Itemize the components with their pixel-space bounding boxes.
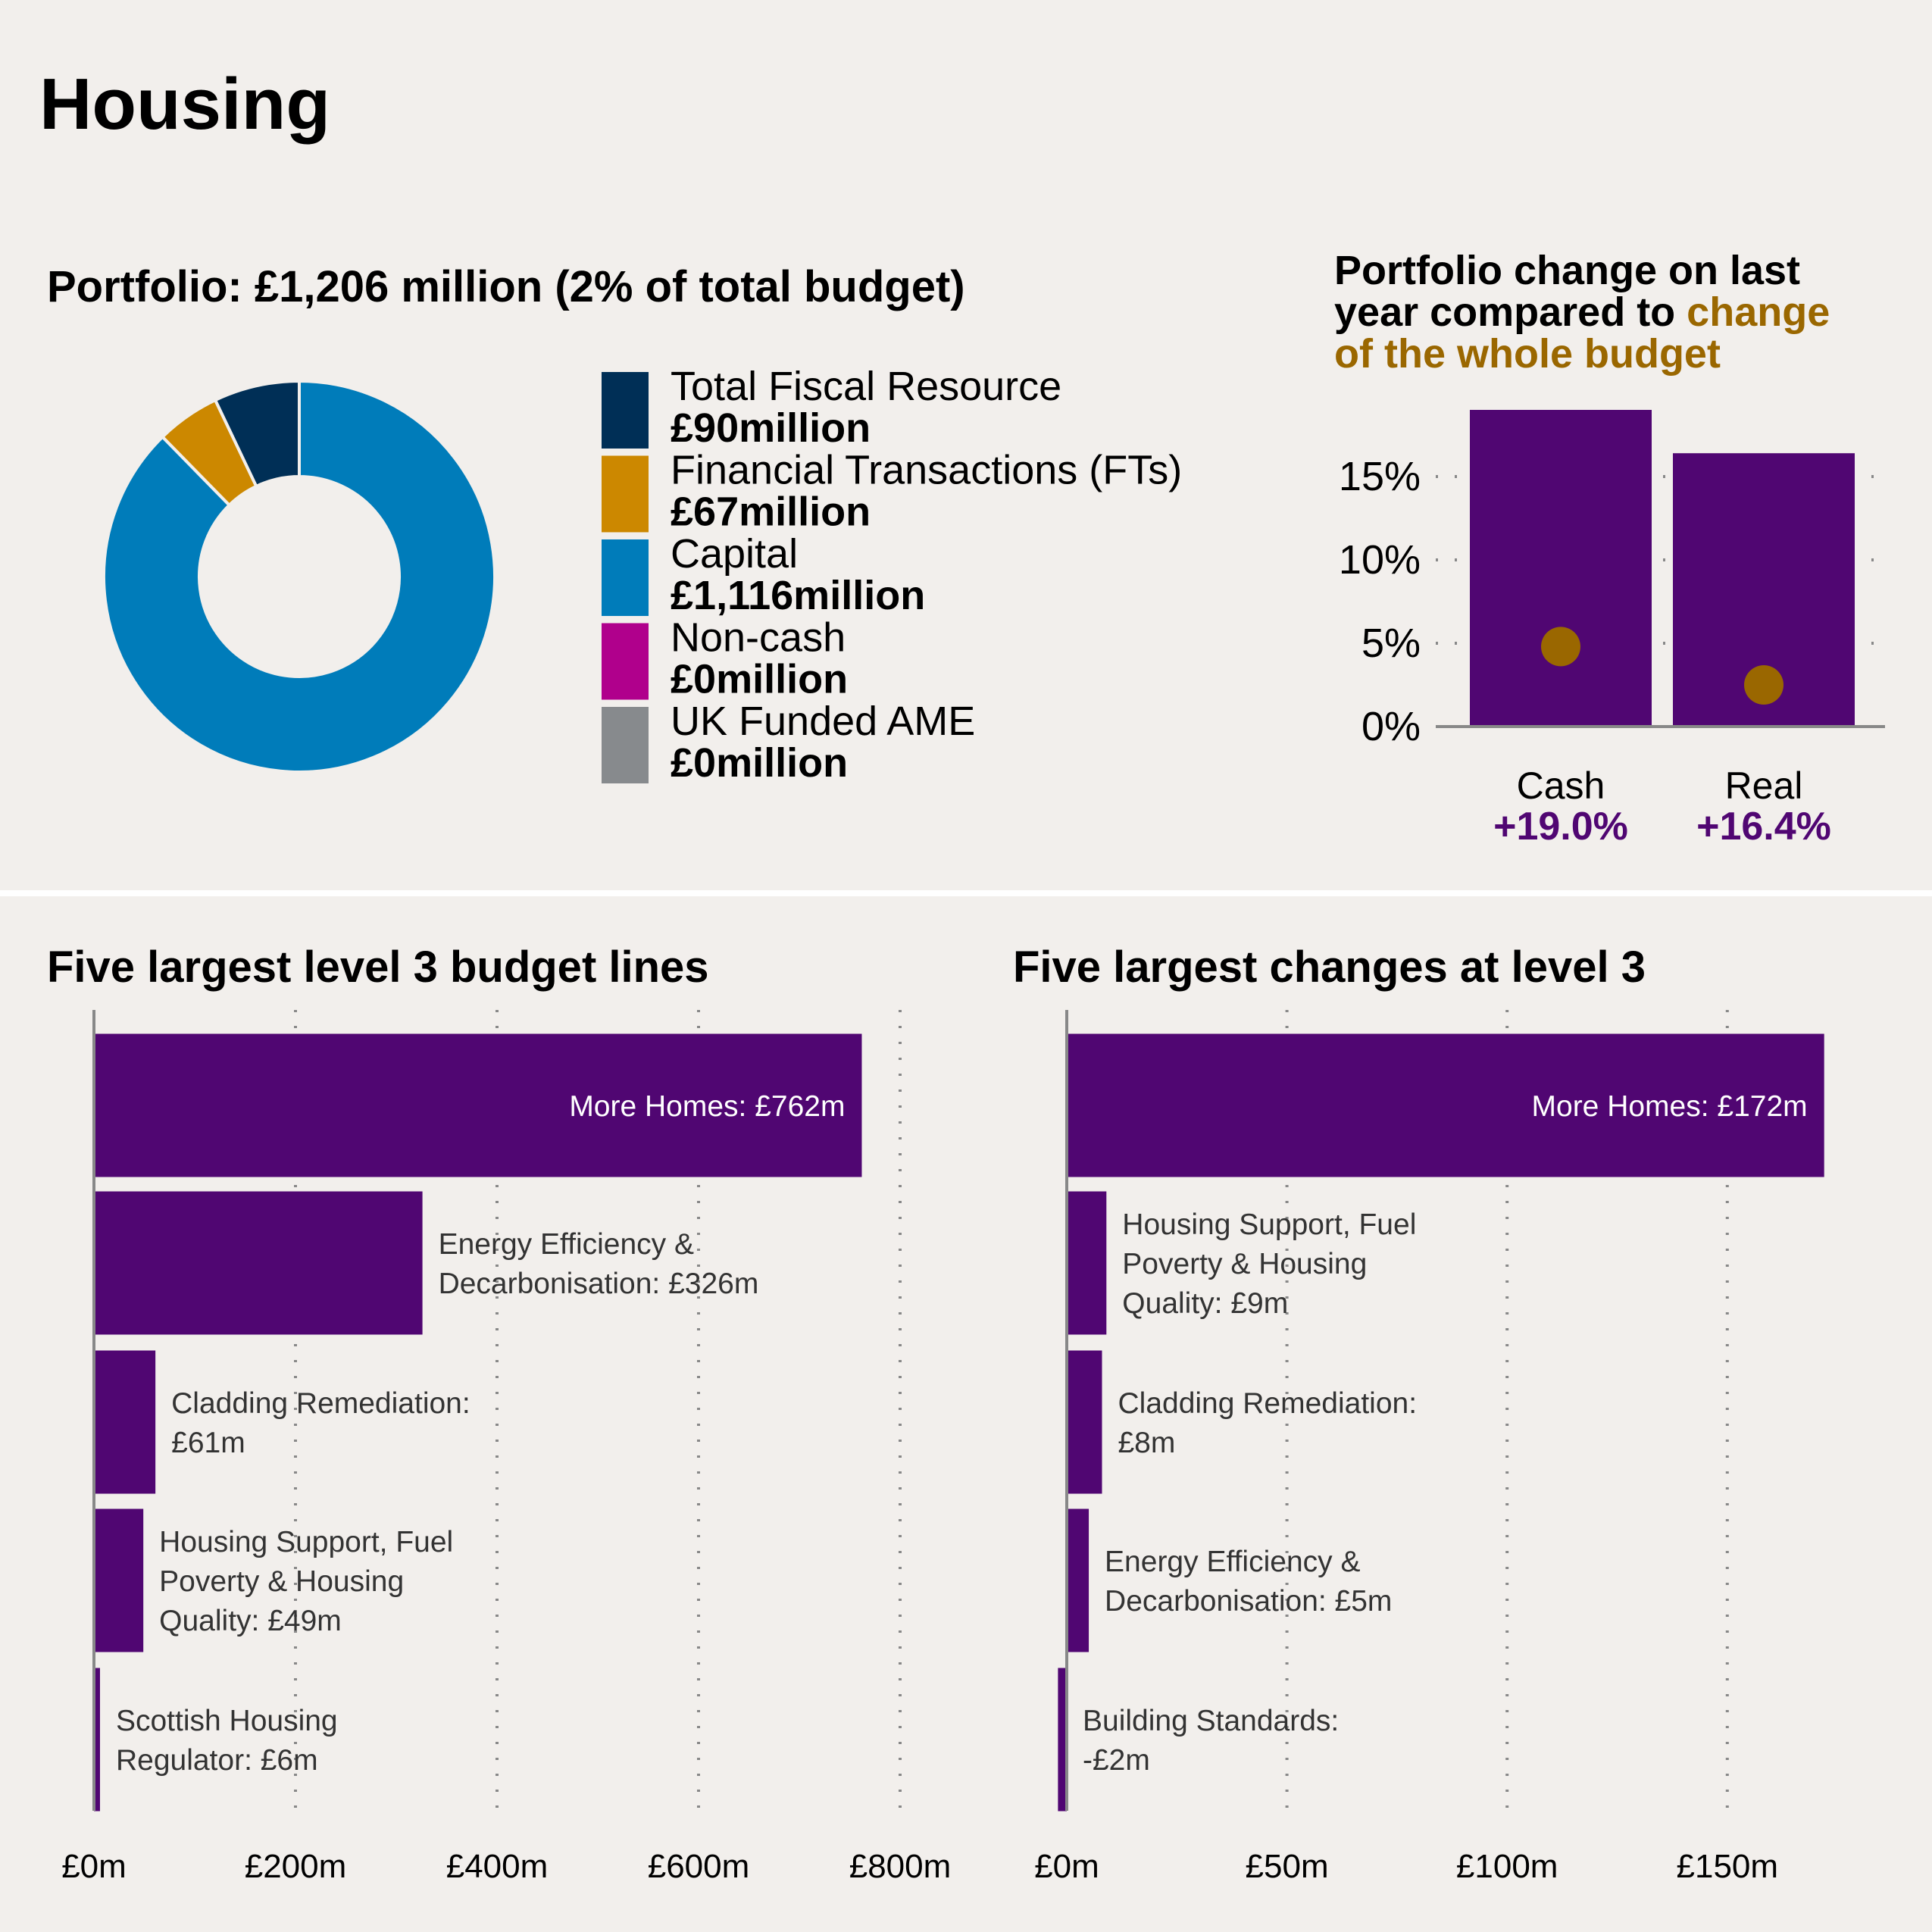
level3-lines-title: Five largest level 3 budget lines xyxy=(47,943,709,992)
legend-value: £0million xyxy=(671,657,848,702)
bar-label: Quality: £9m xyxy=(1122,1287,1288,1320)
bar-label: Regulator: £6m xyxy=(116,1744,318,1777)
bar xyxy=(94,1668,100,1812)
bar-label: Decarbonisation: £326m xyxy=(439,1268,759,1300)
x-category-label: Cash xyxy=(1517,764,1605,807)
change-title-line3: of the whole budget xyxy=(1334,331,1721,377)
level3-changes-title: Five largest changes at level 3 xyxy=(1013,943,1646,992)
bar-value-label: +19.0% xyxy=(1493,805,1628,849)
legend-swatch xyxy=(602,539,649,616)
x-tick-label: £600m xyxy=(648,1848,750,1885)
x-tick-label: £150m xyxy=(1677,1848,1779,1885)
bar-label: Decarbonisation: £5m xyxy=(1105,1585,1392,1618)
bar xyxy=(94,1508,144,1652)
portfolio-title: Portfolio: £1,206 million (2% of total b… xyxy=(47,262,965,311)
y-tick-label: 10% xyxy=(1339,537,1421,583)
y-tick-label: 15% xyxy=(1339,454,1421,499)
bar xyxy=(1067,1033,1824,1177)
level3-lines-chart: £0m £200m £400m £600m £800m More Homes: £762m… xyxy=(61,1010,951,1885)
legend-swatch xyxy=(602,707,649,783)
legend-value: £0million xyxy=(671,740,848,786)
x-tick-label: £100m xyxy=(1456,1848,1558,1885)
donut-legend: Total Fiscal Resource£90millionFinancial… xyxy=(602,364,1182,786)
bar-label: Housing Support, Fuel xyxy=(1122,1208,1416,1241)
x-tick-label: £200m xyxy=(245,1848,347,1885)
legend-value: £1,116million xyxy=(671,573,925,618)
bar xyxy=(1067,1508,1089,1652)
change-title-highlight: change xyxy=(1687,289,1830,335)
bar xyxy=(1067,1191,1107,1335)
legend-swatch xyxy=(602,372,649,449)
legend-value: £90million xyxy=(671,405,871,451)
bar xyxy=(94,1191,423,1335)
bar-label: More Homes: £762m xyxy=(569,1090,845,1123)
page-title: Housing xyxy=(39,64,330,145)
bar xyxy=(94,1350,156,1494)
bar-label: Building Standards: xyxy=(1083,1705,1339,1737)
bar-label: £8m xyxy=(1118,1427,1175,1459)
whole-budget-point xyxy=(1744,665,1784,705)
change-title-line1: Portfolio change on last xyxy=(1334,248,1800,293)
bar-label: Poverty & Housing xyxy=(1122,1248,1367,1280)
bar-label: Housing Support, Fuel xyxy=(159,1526,453,1558)
whole-budget-point xyxy=(1541,627,1580,667)
x-tick-label: £50m xyxy=(1246,1848,1329,1885)
bar-label: Poverty & Housing xyxy=(159,1565,404,1598)
x-tick-label: £0m xyxy=(1034,1848,1099,1885)
y-tick-label: 0% xyxy=(1361,704,1421,749)
y-tick-label: 5% xyxy=(1361,621,1421,666)
bar xyxy=(1058,1668,1067,1812)
level3-changes-chart: £0m £50m £100m £150m More Homes: £172m Housin… xyxy=(1034,1010,1824,1885)
legend-label: Non-cash xyxy=(671,615,846,661)
legend-label: Total Fiscal Resource xyxy=(671,364,1061,409)
legend-label: Capital xyxy=(671,531,798,577)
bar-label: Quality: £49m xyxy=(159,1605,342,1637)
x-tick-label: £800m xyxy=(849,1848,952,1885)
change-bar-chart: 0% 5% 10% 15% Cash+19.0% Real+16.4% xyxy=(1339,410,1885,849)
bar-cash xyxy=(1470,410,1652,727)
bar-label: -£2m xyxy=(1083,1744,1150,1777)
donut-chart xyxy=(102,379,496,774)
bar-label: Energy Efficiency & xyxy=(1105,1546,1360,1578)
legend-label: UK Funded AME xyxy=(671,699,975,744)
change-title-line2: year compared to xyxy=(1334,289,1687,335)
bar-label: Energy Efficiency & xyxy=(439,1228,694,1261)
bar-value-label: +16.4% xyxy=(1696,805,1831,849)
bar xyxy=(1067,1350,1102,1494)
bar-label: More Homes: £172m xyxy=(1532,1090,1808,1123)
legend-swatch xyxy=(602,455,649,533)
x-category-label: Real xyxy=(1725,764,1803,807)
bar-label: Scottish Housing xyxy=(116,1705,338,1737)
legend-swatch xyxy=(602,623,649,700)
x-tick-label: £0m xyxy=(61,1848,127,1885)
bar-label: Cladding Remediation: xyxy=(1118,1387,1417,1420)
x-tick-label: £400m xyxy=(446,1848,549,1885)
donut-slice xyxy=(213,379,301,489)
change-chart-title: Portfolio change on last year compared t… xyxy=(1334,248,1841,377)
bar-label: £61m xyxy=(171,1427,245,1459)
bar-label: Cladding Remediation: xyxy=(171,1387,470,1420)
legend-value: £67million xyxy=(671,489,871,535)
legend-label: Financial Transactions (FTs) xyxy=(671,448,1182,493)
bar xyxy=(94,1033,862,1177)
section-divider xyxy=(0,890,1932,896)
